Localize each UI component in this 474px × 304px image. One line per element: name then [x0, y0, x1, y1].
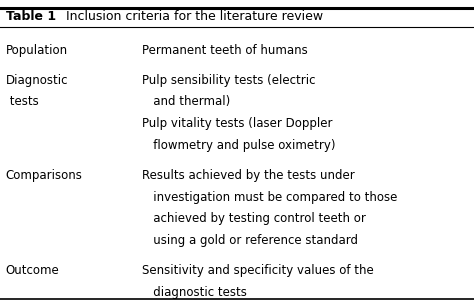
Text: Results achieved by the tests under: Results achieved by the tests under: [142, 169, 355, 182]
Text: using a gold or reference standard: using a gold or reference standard: [142, 234, 358, 247]
Text: Permanent teeth of humans: Permanent teeth of humans: [142, 44, 308, 57]
Text: achieved by testing control teeth or: achieved by testing control teeth or: [142, 212, 366, 226]
Text: Pulp vitality tests (laser Doppler: Pulp vitality tests (laser Doppler: [142, 117, 333, 130]
Text: Diagnostic: Diagnostic: [6, 74, 68, 87]
Text: and thermal): and thermal): [142, 95, 230, 109]
Text: Sensitivity and specificity values of the: Sensitivity and specificity values of th…: [142, 264, 374, 277]
Text: Table 1: Table 1: [6, 10, 56, 23]
Text: diagnostic tests: diagnostic tests: [142, 286, 247, 299]
Text: investigation must be compared to those: investigation must be compared to those: [142, 191, 398, 204]
Text: Inclusion criteria for the literature review: Inclusion criteria for the literature re…: [62, 10, 323, 23]
Text: flowmetry and pulse oximetry): flowmetry and pulse oximetry): [142, 139, 336, 152]
Text: tests: tests: [6, 95, 38, 109]
Text: Comparisons: Comparisons: [6, 169, 82, 182]
Text: Pulp sensibility tests (electric: Pulp sensibility tests (electric: [142, 74, 316, 87]
Text: Population: Population: [6, 44, 68, 57]
Text: Outcome: Outcome: [6, 264, 59, 277]
